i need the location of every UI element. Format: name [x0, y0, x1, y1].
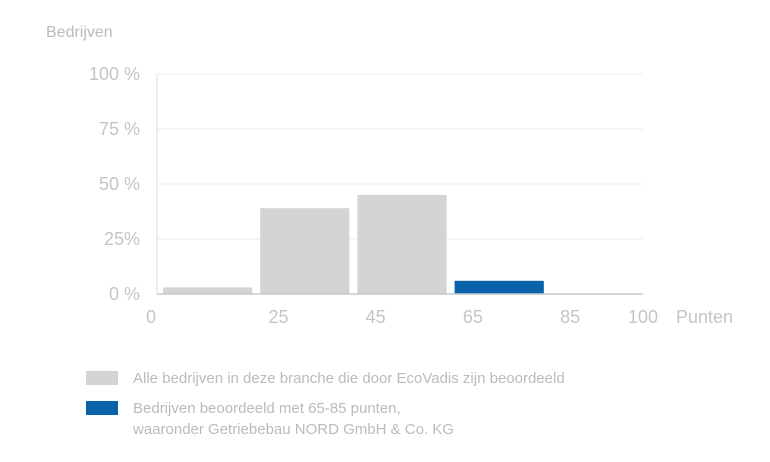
legend-label-nord: Bedrijven beoordeeld met 65-85 punten,: [133, 400, 401, 417]
x-tick-labels: 0 25 45 65 85 100: [146, 307, 658, 327]
y-axis-label: Bedrijven: [46, 24, 113, 41]
legend-label-all: Alle bedrijven in deze branche die door …: [133, 370, 565, 387]
x-tick-label: 0: [146, 307, 156, 327]
y-tick-label: 100 %: [89, 64, 140, 84]
legend-swatch-nord: [86, 401, 118, 415]
y-tick-label: 25%: [104, 229, 140, 249]
y-tick-labels: 0 % 25% 50 % 75 % 100 %: [89, 64, 140, 304]
bars: [163, 195, 544, 294]
legend-swatch-all: [86, 371, 118, 385]
x-tick-label: 85: [560, 307, 580, 327]
x-tick-label: 100: [628, 307, 658, 327]
x-tick-label: 65: [463, 307, 483, 327]
bar: [357, 195, 447, 294]
x-tick-label: 45: [366, 307, 386, 327]
legend: Alle bedrijven in deze branche die door …: [86, 368, 726, 438]
bar: [260, 208, 350, 294]
x-tick-label: 25: [268, 307, 288, 327]
bar-highlight: [454, 280, 544, 294]
x-axis-label: Punten: [676, 307, 733, 327]
y-tick-label: 75 %: [99, 119, 140, 139]
legend-label-nord-line2: waaronder Getriebebau NORD GmbH & Co. KG: [133, 421, 454, 438]
y-tick-label: 0 %: [109, 284, 140, 304]
y-tick-label: 50 %: [99, 174, 140, 194]
bar: [163, 287, 253, 294]
